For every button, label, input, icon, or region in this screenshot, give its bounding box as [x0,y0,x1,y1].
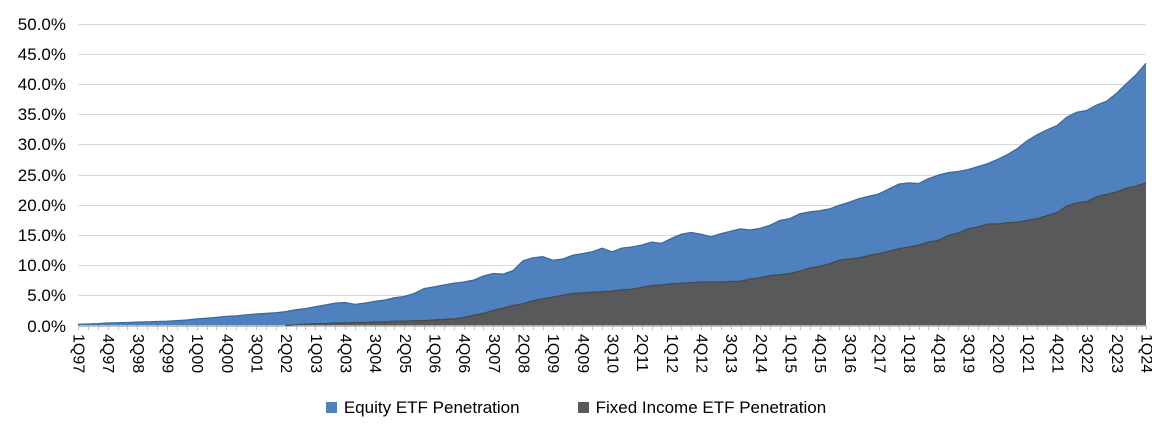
x-tick-label: 4Q00 [218,334,235,373]
x-tick-label: 2Q11 [633,334,650,372]
x-tick-label: 4Q12 [693,334,710,373]
x-tick-label: 4Q03 [337,334,354,373]
x-tick-label: 3Q22 [1078,334,1095,373]
x-axis-tick-marks [78,325,1147,330]
y-tick-label: 25.0% [18,166,66,185]
chart-legend: Equity ETF Penetration Fixed Income ETF … [0,399,1152,416]
x-tick-label: 4Q97 [99,334,116,373]
x-tick-label: 1Q97 [70,334,87,373]
x-tick-label: 3Q19 [960,334,977,373]
x-tick-label: 1Q00 [188,334,205,373]
y-tick-label: 15.0% [18,226,66,245]
x-tick-label: 2Q99 [159,334,176,373]
x-tick-label: 1Q03 [307,334,324,373]
x-tick-label: 3Q16 [841,334,858,373]
y-tick-label: 45.0% [18,45,66,64]
x-tick-label: 1Q24 [1138,334,1152,373]
x-tick-label: 4Q15 [811,334,828,373]
y-tick-label: 0.0% [27,317,66,336]
x-tick-label: 3Q98 [129,334,146,373]
x-tick-label: 2Q05 [396,334,413,373]
x-tick-label: 4Q18 [930,334,947,373]
x-tick-label: 3Q07 [485,334,502,373]
x-tick-label: 1Q15 [782,334,799,373]
y-tick-label: 35.0% [18,105,66,124]
fixed-income-area [78,182,1146,326]
y-tick-label: 50.0% [18,15,66,34]
area-series [77,62,1147,327]
x-axis-tick-labels: 1Q97 4Q97 3Q98 2Q99 1Q00 4Q00 3Q01 2Q02 1Q03 4Q03… [70,334,1152,373]
x-tick-label: 2Q08 [515,334,532,373]
x-tick-label: 2Q17 [871,334,888,373]
x-tick-label: 1Q06 [426,334,443,373]
x-tick-label: 3Q04 [366,334,383,373]
y-axis-tick-labels: 0.0% 5.0% 10.0% 15.0% 20.0% 25.0% 30.0% 35.0% 40… [18,15,66,336]
x-tick-label: 2Q02 [277,334,294,373]
x-tick-label: 2Q14 [752,334,769,373]
legend-label-equity: Equity ETF Penetration [343,398,520,417]
x-tick-label: 3Q10 [604,334,621,373]
equity-series-swatch [325,402,337,413]
y-tick-label: 40.0% [18,75,66,94]
y-tick-label: 5.0% [27,286,66,305]
x-tick-label: 4Q21 [1049,334,1066,373]
x-tick-label: 1Q18 [900,334,917,373]
y-tick-label: 30.0% [18,135,66,154]
fixed-income-series-swatch [577,402,589,413]
gridlines [78,24,1146,327]
y-tick-label: 10.0% [18,256,66,275]
fixed-income-area-edge [285,182,1147,327]
x-tick-label: 1Q09 [544,334,561,373]
x-tick-label: 4Q09 [574,334,591,373]
x-tick-label: 1Q21 [1019,334,1036,373]
x-tick-label: 3Q01 [248,334,265,373]
legend-item-fixed-income: Fixed Income ETF Penetration [577,398,827,417]
x-tick-label: 1Q12 [663,334,680,373]
legend-item-equity: Equity ETF Penetration [325,398,520,417]
legend-label-fixed-income: Fixed Income ETF Penetration [595,398,827,417]
x-tick-label: 2Q20 [989,334,1006,373]
equity-area-edge [77,62,1147,325]
y-tick-label: 20.0% [18,196,66,215]
x-tick-label: 2Q23 [1108,334,1125,373]
x-tick-label: 3Q13 [722,334,739,373]
x-tick-label: 4Q06 [455,334,472,373]
